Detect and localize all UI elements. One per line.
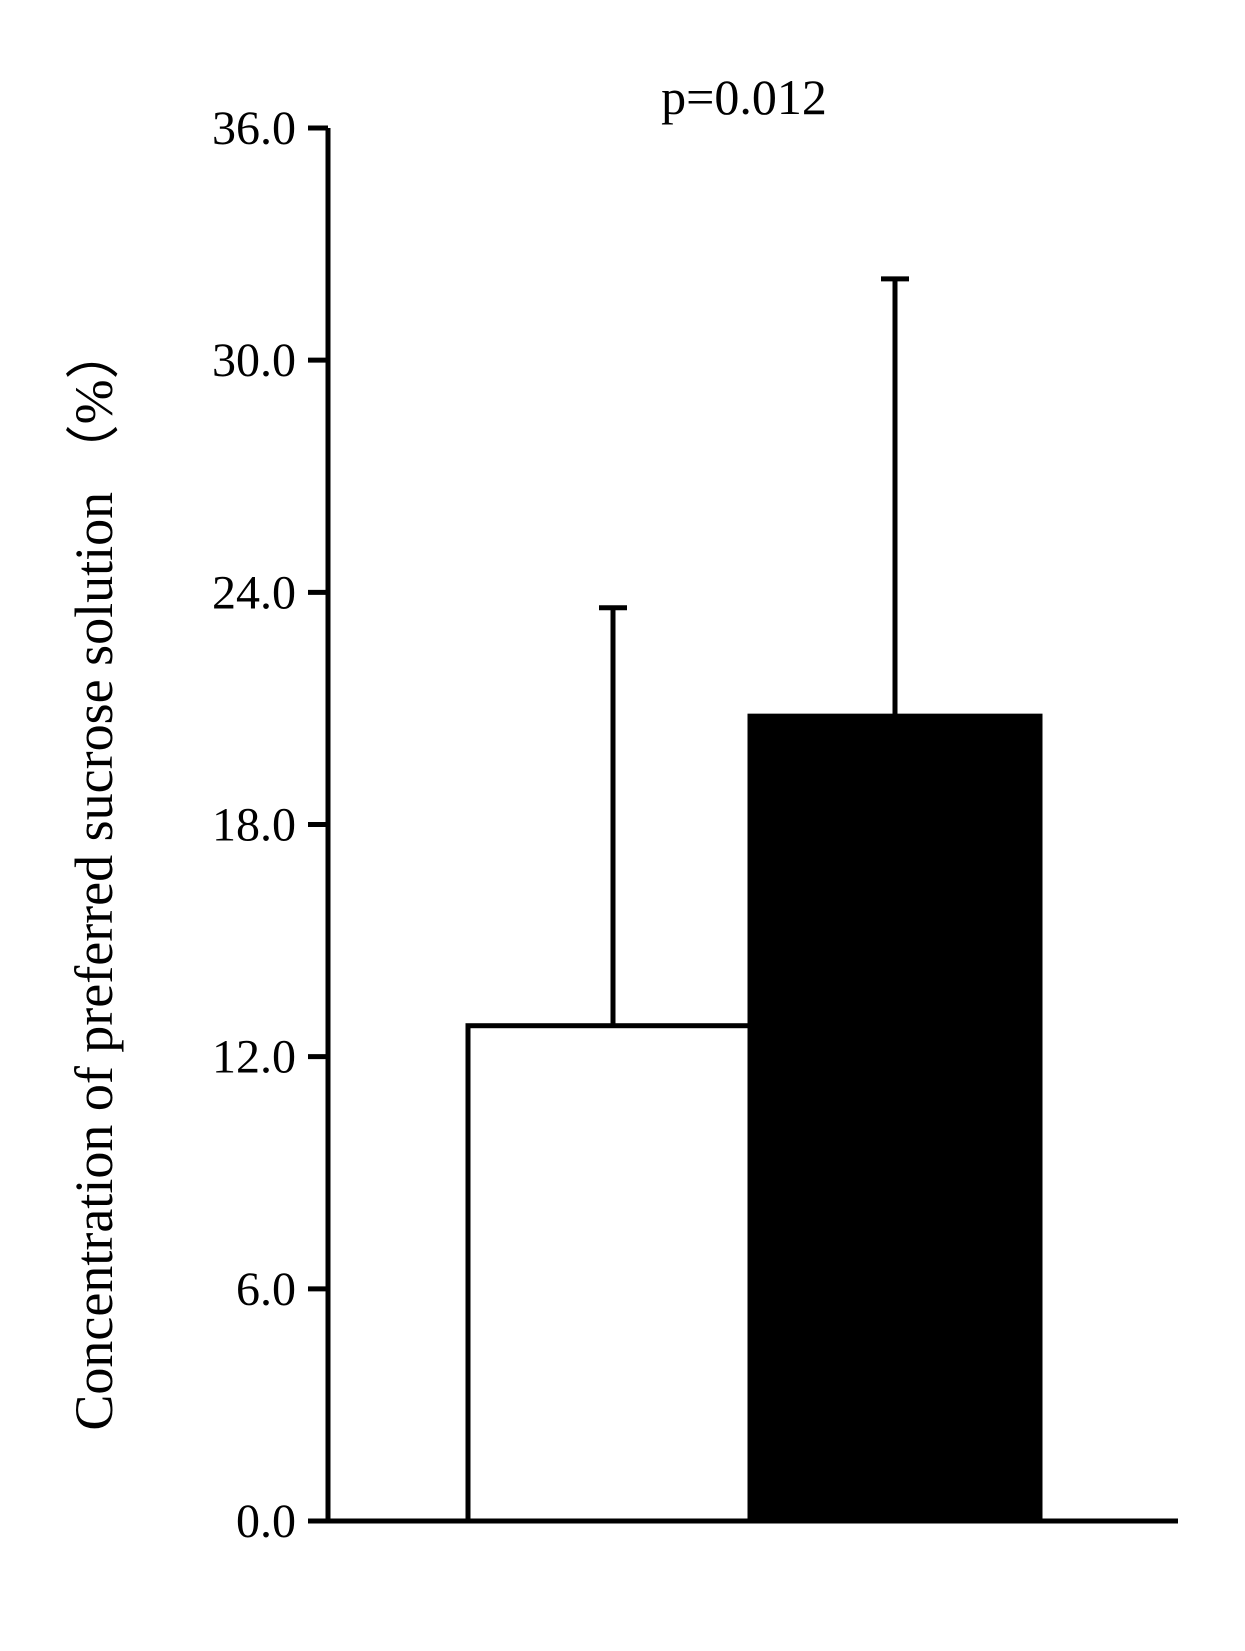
bar-2	[747, 713, 1043, 1524]
axes	[308, 128, 1178, 1524]
y-tick-label: 6.0	[236, 1263, 296, 1316]
p-value-annotation: p=0.012	[661, 69, 827, 125]
y-tick-label: 24.0	[212, 566, 296, 619]
y-tick-label: 0.0	[236, 1495, 296, 1548]
y-axis-title: Concentration of preferred sucrose solut…	[64, 325, 124, 1430]
bars	[465, 713, 1043, 1524]
y-tick-label: 18.0	[212, 799, 296, 852]
bar-1	[465, 1023, 761, 1524]
y-axis-ticks: 0.0 6.0 12.0 18.0 24.0 30.0 36.0	[212, 102, 328, 1548]
y-tick-label: 36.0	[212, 102, 296, 155]
error-bars	[599, 276, 909, 1026]
y-tick-label: 30.0	[212, 334, 296, 387]
y-tick-label: 12.0	[212, 1031, 296, 1084]
